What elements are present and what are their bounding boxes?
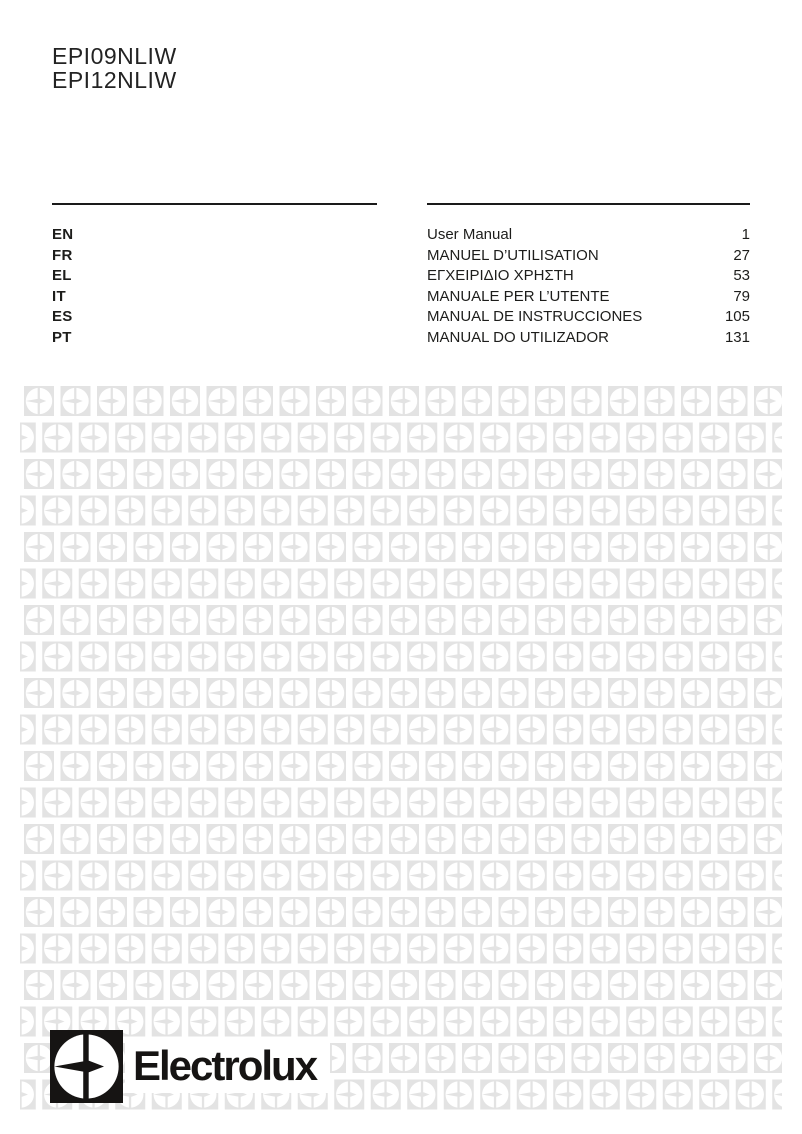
language-code: IT: [52, 287, 66, 305]
toc-title-column: User Manual 1 MANUEL D’UTILISATION 27 ΕΓ…: [427, 203, 750, 349]
toc-entry: ΕΓΧΕΙΡΙΔΙΟ ΧΡΗΣΤΗ 53: [427, 266, 750, 287]
language-code: PT: [52, 328, 72, 346]
language-code: EN: [52, 226, 74, 243]
electrolux-pattern-background: [20, 386, 782, 1110]
toc-entry-title: ΕΓΧΕΙΡΙΔΙΟ ΧΡΗΣΤΗ: [427, 267, 574, 285]
electrolux-pattern: [20, 386, 782, 1110]
language-code: ES: [52, 308, 73, 326]
toc-entry: MANUEL D’UTILISATION 27: [427, 246, 750, 267]
toc-entry-list: User Manual 1 MANUEL D’UTILISATION 27 ΕΓ…: [427, 225, 750, 349]
model-number-line: EPI12NLIW: [52, 67, 177, 93]
electrolux-wordmark: Electrolux: [125, 1040, 331, 1093]
toc-entry-page: 131: [724, 328, 750, 346]
toc-entry: MANUAL DE INSTRUCCIONES 105: [427, 307, 750, 328]
toc-entry-page: 105: [724, 308, 750, 326]
toc-left-rule: [52, 203, 377, 205]
language-code: EL: [52, 267, 72, 285]
toc-entry-title: MANUALE PER L’UTENTE: [427, 287, 610, 305]
toc-entry: MANUALE PER L’UTENTE 79: [427, 287, 750, 308]
toc-entry-title: MANUAL DO UTILIZADOR: [427, 328, 609, 346]
toc-entry: MANUAL DO UTILIZADOR 131: [427, 328, 750, 349]
toc-entry-page: 79: [733, 287, 750, 305]
table-of-contents: EN FR EL IT ES PT User Manual 1 MANUEL D…: [52, 203, 750, 349]
model-number-line: EPI09NLIW: [52, 43, 177, 69]
toc-right-rule: [427, 203, 750, 205]
electrolux-symbol-icon: [50, 1030, 123, 1103]
toc-entry-page: 53: [733, 267, 750, 285]
toc-language-column: EN FR EL IT ES PT: [52, 203, 377, 349]
toc-entry-page: 1: [741, 226, 750, 243]
toc-entry-title: User Manual: [427, 226, 513, 243]
toc-entry-page: 27: [733, 246, 750, 264]
toc-entry-title: MANUEL D’UTILISATION: [427, 246, 599, 264]
toc-entry: User Manual 1: [427, 225, 750, 246]
electrolux-logo: Electrolux: [50, 1030, 331, 1103]
language-code: FR: [52, 246, 73, 264]
language-list: EN FR EL IT ES PT: [52, 225, 377, 349]
toc-entry-title: MANUAL DE INSTRUCCIONES: [427, 308, 643, 326]
model-numbers: EPI09NLIW EPI12NLIW: [52, 44, 177, 92]
